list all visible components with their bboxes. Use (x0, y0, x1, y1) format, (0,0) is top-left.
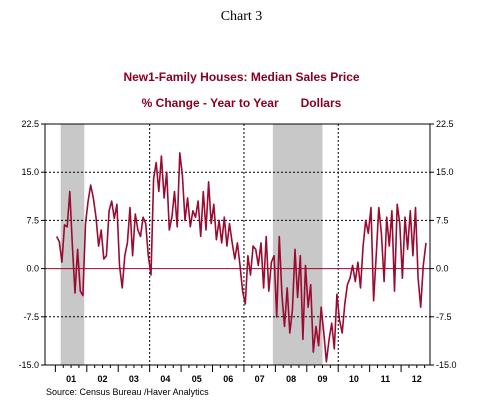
ytick-label-left-1: 15.0 (21, 167, 39, 177)
series-group (55, 152, 427, 363)
subtitle-left: % Change - Year to Year (141, 96, 279, 110)
tick-labels: 22.5 22.5 15.0 15.0 7.5 7.5 0.0 0.0 -7.5 -7.5 -15.… (18, 119, 456, 384)
year-label-03: 03 (129, 374, 139, 384)
recession-band-2 (272, 124, 323, 365)
chart-title: New1-Family Houses: Median Sales Price (123, 70, 360, 84)
year-label-08: 08 (286, 374, 296, 384)
ytick-label-left-0: 22.5 (21, 119, 39, 129)
year-label-02: 02 (98, 374, 108, 384)
year-label-12: 12 (412, 374, 422, 384)
ytick-label-left-3: 0.0 (26, 264, 39, 274)
plot-frame-group (44, 123, 431, 366)
ytick-label-right-4: -7.5 (436, 312, 452, 322)
year-label-11: 11 (381, 374, 391, 384)
year-label-05: 05 (192, 374, 202, 384)
subtitle-right: Dollars (300, 96, 342, 110)
chart-number: Chart 3 (220, 9, 263, 24)
ytick-label-left-4: -7.5 (23, 312, 39, 322)
tick-marks (41, 123, 434, 372)
chart-subtitle: % Change - Year to Year Dollars (0, 96, 483, 110)
ytick-label-right-5: -15.0 (436, 360, 457, 370)
ytick-label-right-2: 7.5 (436, 215, 449, 225)
year-label-04: 04 (160, 374, 170, 384)
year-label-09: 09 (318, 374, 328, 384)
source-note: Source: Census Bureau /Haver Analytics (46, 387, 209, 397)
year-label-06: 06 (223, 374, 233, 384)
year-label-01: 01 (66, 374, 76, 384)
year-label-07: 07 (255, 374, 265, 384)
ytick-label-right-1: 15.0 (436, 167, 454, 177)
ytick-label-left-2: 7.5 (26, 215, 39, 225)
ytick-label-left-5: -15.0 (18, 360, 39, 370)
recession-shading (60, 124, 323, 365)
plot-frame (44, 123, 431, 366)
ytick-label-right-3: 0.0 (436, 264, 449, 274)
year-label-10: 10 (349, 374, 359, 384)
series-line-1 (55, 152, 427, 363)
ytick-label-right-0: 22.5 (436, 119, 454, 129)
